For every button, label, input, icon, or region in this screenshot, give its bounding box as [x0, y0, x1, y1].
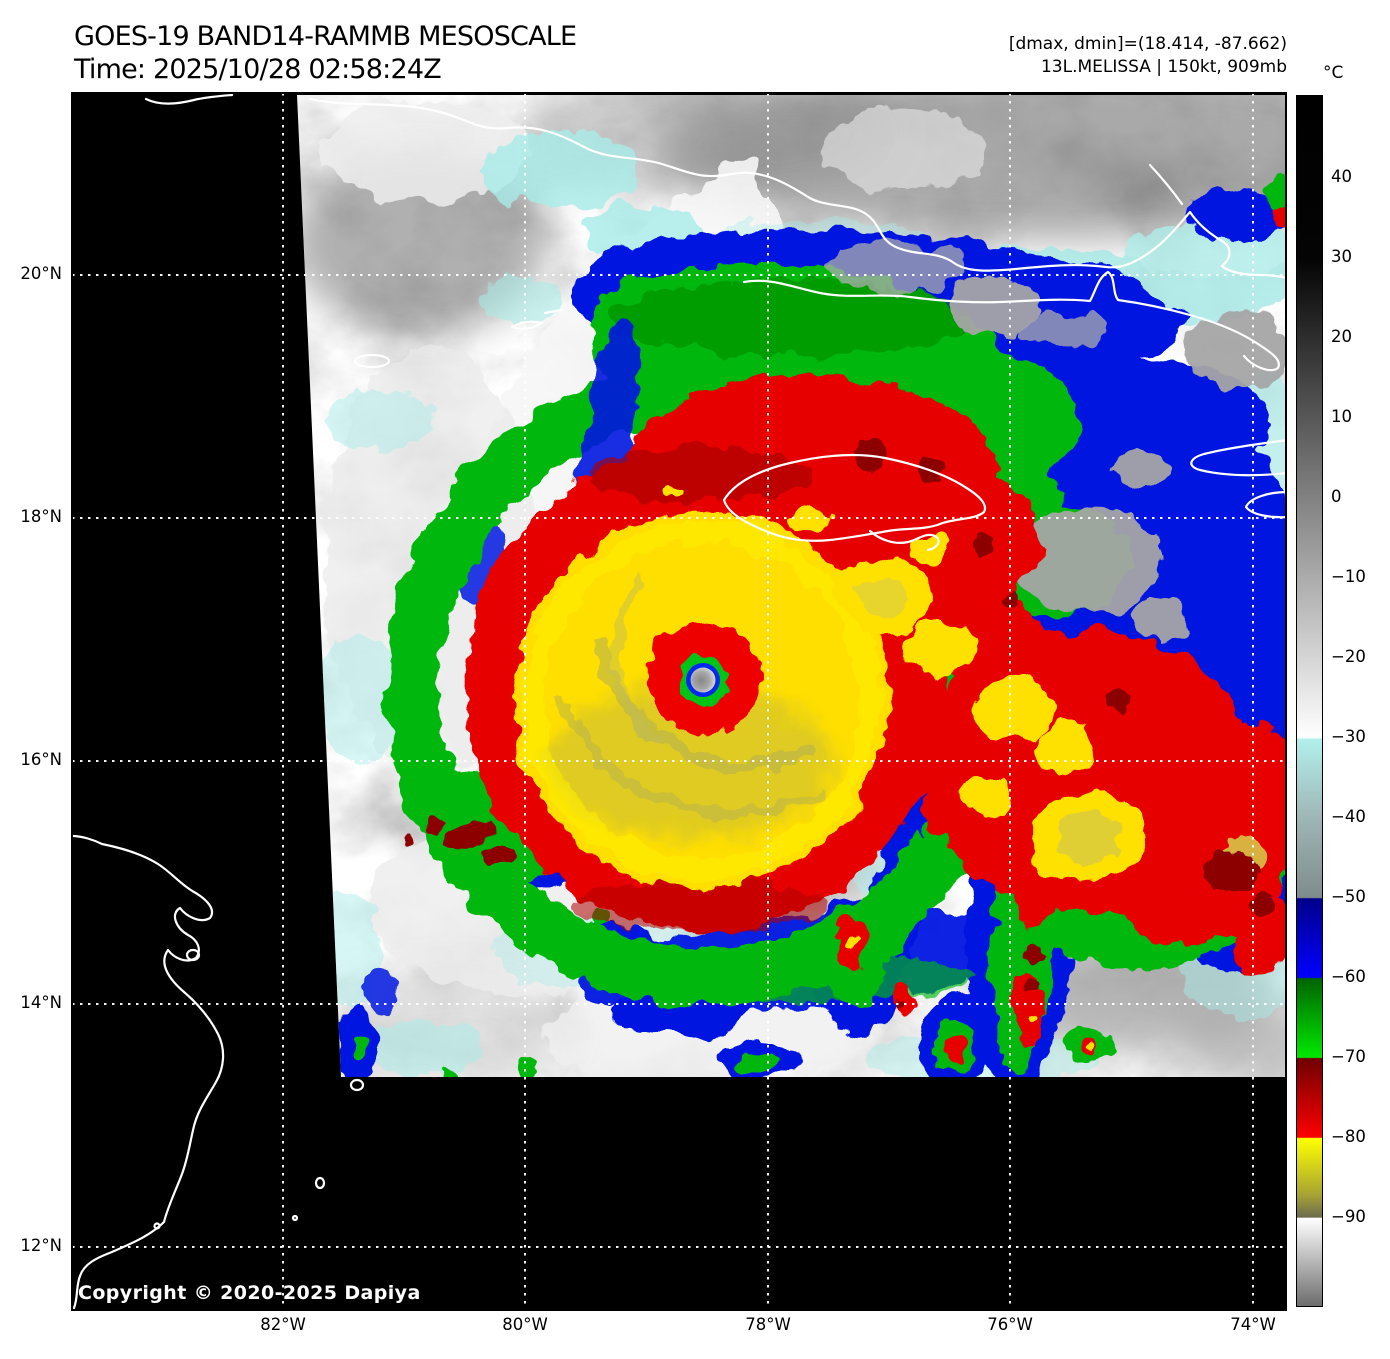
lat-tick-label: 18°N: [20, 507, 62, 526]
colorbar-tick-label: −60: [1331, 967, 1366, 986]
colorbar-tick-label: −70: [1331, 1047, 1366, 1066]
lon-tick-label: 76°W: [987, 1315, 1033, 1334]
colorbar-tick-label: −90: [1331, 1207, 1366, 1226]
dmax-dmin-readout: [dmax, dmin]=(18.414, -87.662): [1008, 34, 1287, 54]
colorbar-tick-label: 40: [1331, 167, 1352, 186]
product-time: Time: 2025/10/28 02:58:24Z: [74, 54, 442, 85]
coastline-cuba-cay: [1148, 163, 1184, 206]
coastline-little-cayman: [510, 320, 544, 330]
coastline-jamaica: [722, 454, 987, 542]
coastline-grand-cayman: [353, 353, 391, 369]
colorbar-tick-label: 20: [1331, 327, 1352, 346]
plot-area: [72, 93, 1286, 1310]
lon-tick-label: 74°W: [1230, 1315, 1276, 1334]
header-block: GOES-19 BAND14-RAMMB MESOSCALE Time: 202…: [74, 20, 577, 86]
colorbar-tick-label: −40: [1331, 807, 1366, 826]
coastline-island: [185, 948, 201, 962]
lat-tick-label: 12°N: [20, 1236, 62, 1255]
coastline-cuba-west-fragment: [144, 93, 234, 105]
lat-tick-label: 14°N: [20, 993, 62, 1012]
storm-info: 13L.MELISSA | 150kt, 909mb: [1040, 57, 1287, 77]
colorbar-tick-label: −20: [1331, 647, 1366, 666]
plot-border: [71, 92, 1287, 1311]
colorbar-tick-label: 30: [1331, 247, 1352, 266]
coastline-haiti-southwest: [1244, 490, 1286, 519]
coastline-island: [291, 1214, 299, 1222]
latlon-grid: [72, 93, 1286, 1310]
lon-tick-label: 78°W: [745, 1315, 791, 1334]
coastline-cayman-brac: [543, 308, 563, 315]
coastline-jamaica-south-hook: [868, 529, 940, 552]
coastline-overlay: [72, 93, 1286, 1310]
coastline-island: [153, 1222, 161, 1230]
lat-tick-label: 20°N: [20, 264, 62, 283]
coastline-island: [349, 1078, 365, 1092]
coastline-island: [314, 1176, 326, 1190]
lon-tick-label: 82°W: [260, 1315, 306, 1334]
coastline-cuba-south: [742, 270, 1280, 372]
colorbar-unit-label: °C: [1323, 63, 1344, 83]
lat-tick-label: 16°N: [20, 750, 62, 769]
colorbar-tick-label: −80: [1331, 1127, 1366, 1146]
copyright-notice: Copyright © 2020-2025 Dapiya: [78, 1282, 421, 1304]
colorbar-tick-label: 10: [1331, 407, 1352, 426]
coastline-cuba-north: [308, 97, 1286, 279]
colorbar-tick-label: −50: [1331, 887, 1366, 906]
lon-tick-label: 80°W: [502, 1315, 548, 1334]
product-title: GOES-19 BAND14-RAMMB MESOSCALE: [74, 21, 577, 52]
hurricane-eye: [649, 622, 761, 734]
coastline-haiti-northwest: [1190, 439, 1286, 477]
colorbar-tick-label: 0: [1331, 487, 1342, 506]
imagery-swath: [297, 95, 1286, 1077]
annotation-block: [dmax, dmin]=(18.414, -87.662) 13L.MELIS…: [1009, 33, 1287, 79]
colorbar-tick-label: −10: [1331, 567, 1366, 586]
colorbar-tick-label: −30: [1331, 727, 1366, 746]
colorbar: [1296, 95, 1323, 1307]
